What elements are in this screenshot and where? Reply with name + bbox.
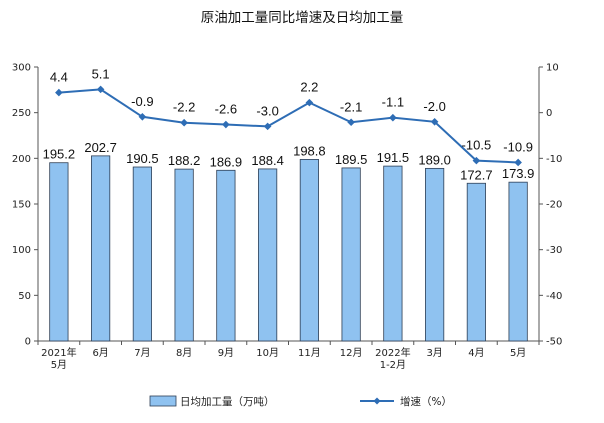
- legend-line-marker: [373, 397, 381, 405]
- bar: [466, 182, 486, 342]
- bar: [425, 167, 445, 342]
- legend: 日均加工量（万吨） 增速（%）: [149, 395, 452, 408]
- x-tick-label: 12月: [340, 347, 363, 359]
- bar: [258, 168, 278, 342]
- bar-value-label: 186.9: [210, 154, 243, 169]
- x-tick-label: 11月: [298, 347, 321, 359]
- growth-line: [58, 88, 519, 164]
- growth-value-label: -2.1: [340, 99, 362, 114]
- y-left-tick-label: 250: [12, 108, 31, 119]
- growth-point: [514, 158, 522, 167]
- growth-point: [138, 112, 147, 121]
- y-left-tick-label: 150: [12, 200, 31, 211]
- x-tick-label: 9月: [218, 347, 234, 359]
- growth-point: [305, 98, 314, 107]
- growth-value-label: 2.2: [300, 80, 318, 95]
- x-tick-label: 5月: [510, 347, 526, 359]
- growth-value-label: -2.6: [215, 102, 237, 117]
- bar: [383, 165, 403, 342]
- bar: [132, 166, 152, 342]
- y-right-tick-label: -50: [546, 337, 562, 348]
- growth-point: [472, 156, 481, 165]
- growth-point: [389, 113, 397, 122]
- x-tick-label: 2022年: [375, 346, 410, 359]
- line-labels: 4.4 5.1 -0.9 -2.2 -2.6 -3.0 2.2 -2.1 -1.1 -2.0 -10…: [50, 66, 533, 154]
- growth-value-label: -3.0: [256, 103, 278, 118]
- x-tick-label: 10月: [256, 347, 279, 359]
- x-tick-label: 4月: [468, 347, 484, 359]
- y-right-tick-label: -20: [546, 200, 562, 211]
- y-right-tick-label: 10: [546, 63, 559, 74]
- bar: [216, 169, 236, 342]
- growth-point: [180, 118, 188, 127]
- y-left-tick-label: 100: [12, 245, 31, 256]
- bar-value-label: 202.7: [84, 140, 117, 155]
- bar-value-label: 189.0: [418, 152, 451, 167]
- growth-point: [263, 122, 272, 131]
- bar-value-label: 188.4: [251, 153, 284, 168]
- x-tick-label: 2021年: [41, 346, 76, 359]
- legend-line-label: 增速（%）: [400, 395, 452, 408]
- bar: [91, 155, 111, 342]
- legend-bar-swatch: [149, 395, 177, 407]
- bar-labels: 195.2 202.7 190.5 188.2 186.9 188.4 198.8 189.5…: [43, 140, 535, 182]
- legend-bar-label: 日均加工量（万吨）: [180, 395, 275, 408]
- bar-value-label: 189.5: [335, 152, 368, 167]
- y-left-tick-label: 0: [25, 337, 31, 348]
- growth-point: [96, 85, 105, 94]
- growth-value-label: -2.0: [423, 99, 445, 114]
- growth-value-label: -10.9: [503, 139, 533, 154]
- growth-value-label: -0.9: [131, 94, 153, 109]
- y-left-tick-label: 200: [12, 154, 31, 165]
- y-right-tick-label: -10: [546, 154, 562, 165]
- y-right-tick-label: -30: [546, 245, 562, 256]
- chart-title: 原油加工量同比增速及日均加工量: [201, 10, 404, 26]
- bar-value-label: 188.2: [168, 153, 201, 168]
- x-tick-label: 6月: [92, 347, 108, 359]
- bar-value-label: 198.8: [293, 143, 326, 158]
- bar: [299, 159, 319, 342]
- growth-value-label: -2.2: [173, 100, 195, 115]
- growth-value-label: -1.1: [382, 95, 404, 110]
- bar-value-label: 173.9: [502, 166, 535, 181]
- x-tick-label: 3月: [426, 347, 442, 359]
- axes: 0 50 100 150 200 250 300 -50 -40 -30 -20 -10 0 10 2021…: [12, 63, 562, 372]
- growth-point: [430, 118, 439, 126]
- bar: [508, 181, 528, 342]
- bar-value-label: 195.2: [43, 147, 76, 162]
- y-left-tick-label: 300: [12, 63, 31, 74]
- growth-value-label: 4.4: [50, 70, 68, 85]
- bar: [174, 168, 194, 342]
- growth-value-label: 5.1: [92, 66, 110, 81]
- bar-value-label: 191.5: [377, 150, 410, 165]
- x-tick-label: 8月: [176, 347, 192, 359]
- bar-value-label: 172.7: [460, 167, 493, 182]
- bars: [49, 155, 528, 342]
- growth-value-label: -10.5: [462, 138, 492, 153]
- bar-value-label: 190.5: [126, 151, 159, 166]
- x-tick-label: 7月: [134, 347, 150, 359]
- x-tick-label: 5月: [51, 359, 67, 371]
- growth-point: [55, 88, 63, 97]
- bar: [341, 167, 361, 342]
- growth-point: [222, 120, 230, 129]
- bar: [49, 162, 69, 342]
- line-layer: [55, 85, 522, 167]
- y-left-tick-label: 50: [18, 291, 31, 302]
- growth-point: [347, 118, 355, 127]
- y-right-tick-label: -40: [546, 291, 562, 302]
- y-right-tick-label: 0: [546, 108, 552, 119]
- x-tick-label: 1-2月: [380, 359, 406, 371]
